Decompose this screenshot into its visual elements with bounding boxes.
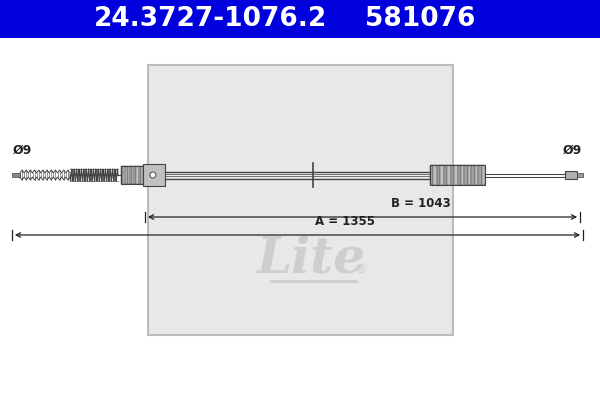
Bar: [136, 166, 139, 184]
Bar: [430, 165, 485, 185]
Bar: [440, 165, 444, 185]
Bar: [577, 173, 583, 177]
Bar: [447, 165, 451, 185]
Bar: [475, 165, 478, 185]
Text: 581076: 581076: [365, 6, 475, 32]
Bar: [141, 166, 143, 184]
Bar: [12, 173, 20, 177]
Bar: [132, 166, 134, 184]
Bar: [478, 165, 482, 185]
Bar: [471, 165, 475, 185]
Bar: [461, 165, 464, 185]
Bar: [121, 166, 143, 184]
Bar: [139, 166, 141, 184]
Bar: [0, 0, 600, 38]
Bar: [123, 166, 125, 184]
Text: ®: ®: [354, 263, 367, 276]
Bar: [125, 166, 128, 184]
Bar: [482, 165, 485, 185]
Bar: [464, 165, 468, 185]
Bar: [430, 165, 433, 185]
Bar: [148, 65, 453, 335]
Bar: [565, 171, 577, 179]
Text: 24.3727-1076.2: 24.3727-1076.2: [94, 6, 326, 32]
Bar: [121, 166, 123, 184]
Bar: [134, 166, 136, 184]
Bar: [454, 165, 458, 185]
Bar: [143, 164, 165, 186]
Bar: [433, 165, 437, 185]
Bar: [458, 165, 461, 185]
Text: Ø9: Ø9: [562, 144, 581, 156]
Text: Lite: Lite: [256, 235, 365, 284]
Text: A = 1355: A = 1355: [315, 215, 375, 228]
Bar: [451, 165, 454, 185]
Bar: [437, 165, 440, 185]
Circle shape: [150, 172, 156, 178]
Bar: [128, 166, 130, 184]
Bar: [444, 165, 447, 185]
Text: Ø9: Ø9: [13, 144, 32, 156]
Text: B = 1043: B = 1043: [391, 197, 451, 210]
Bar: [468, 165, 471, 185]
Bar: [130, 166, 132, 184]
